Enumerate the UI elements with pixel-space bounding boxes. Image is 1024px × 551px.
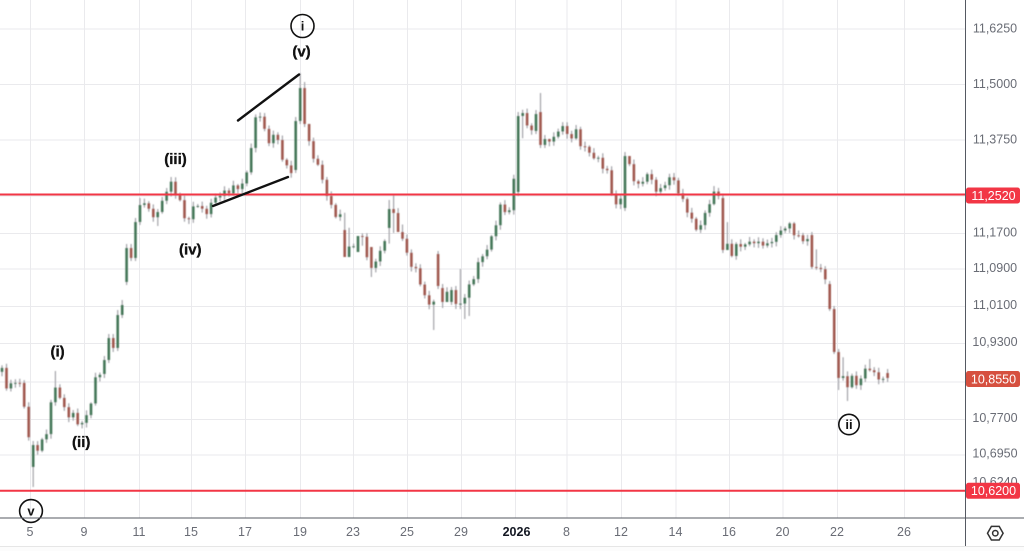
svg-text:(v): (v) — [292, 44, 310, 61]
svg-text:19: 19 — [293, 525, 307, 539]
svg-text:9: 9 — [81, 525, 88, 539]
svg-text:10,8550: 10,8550 — [971, 372, 1016, 386]
svg-text:10,6200: 10,6200 — [971, 484, 1016, 498]
svg-text:11,6250: 11,6250 — [973, 21, 1017, 35]
svg-text:15: 15 — [184, 525, 198, 539]
svg-text:20: 20 — [776, 525, 790, 539]
svg-text:11,5000: 11,5000 — [973, 77, 1017, 91]
svg-text:29: 29 — [454, 525, 468, 539]
svg-text:(i): (i) — [51, 344, 65, 361]
svg-text:v: v — [27, 504, 35, 519]
svg-text:(iii): (iii) — [164, 151, 187, 168]
svg-text:10,7700: 10,7700 — [972, 411, 1017, 425]
svg-text:8: 8 — [563, 525, 570, 539]
svg-text:22: 22 — [830, 525, 844, 539]
svg-text:12: 12 — [614, 525, 628, 539]
svg-text:11,0900: 11,0900 — [973, 261, 1017, 275]
svg-text:i: i — [301, 19, 305, 34]
svg-text:2026: 2026 — [503, 525, 531, 539]
svg-text:25: 25 — [400, 525, 414, 539]
svg-text:23: 23 — [346, 525, 360, 539]
svg-text:11: 11 — [133, 525, 146, 539]
svg-text:11,2520: 11,2520 — [971, 189, 1015, 203]
svg-text:(ii): (ii) — [72, 434, 90, 451]
svg-text:17: 17 — [238, 525, 252, 539]
svg-text:11,0100: 11,0100 — [973, 298, 1017, 312]
svg-text:5: 5 — [27, 525, 34, 539]
svg-text:(iv): (iv) — [179, 242, 202, 259]
svg-text:16: 16 — [722, 525, 736, 539]
svg-text:10,6950: 10,6950 — [972, 446, 1017, 460]
svg-text:14: 14 — [669, 525, 683, 539]
svg-text:26: 26 — [897, 525, 911, 539]
svg-text:11,3750: 11,3750 — [973, 132, 1017, 146]
svg-text:10,9300: 10,9300 — [972, 335, 1017, 349]
svg-text:11,1700: 11,1700 — [973, 225, 1017, 239]
svg-text:ii: ii — [845, 417, 852, 432]
